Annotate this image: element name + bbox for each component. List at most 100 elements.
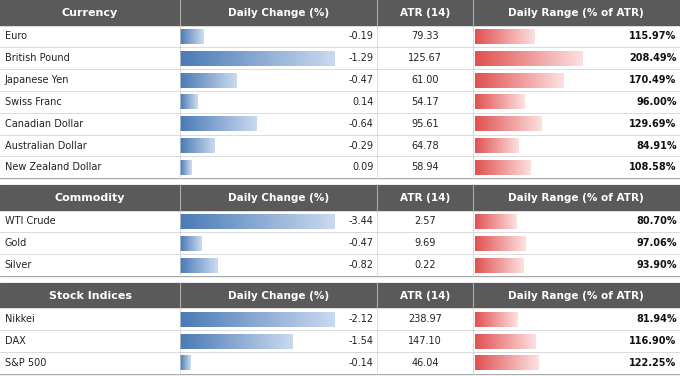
Bar xyxy=(517,334,518,349)
Bar xyxy=(543,73,545,88)
Bar xyxy=(220,312,223,327)
Bar xyxy=(265,51,267,66)
Bar xyxy=(509,214,510,229)
Text: Stock Indices: Stock Indices xyxy=(48,291,132,300)
Bar xyxy=(182,334,184,349)
Bar xyxy=(299,312,302,327)
Bar xyxy=(495,236,496,251)
Bar xyxy=(199,258,200,273)
Bar xyxy=(294,214,296,229)
Bar xyxy=(496,258,498,273)
Bar xyxy=(198,236,199,251)
Bar xyxy=(498,236,499,251)
Bar xyxy=(209,73,211,88)
Bar xyxy=(200,29,201,44)
Bar xyxy=(488,214,490,229)
Bar xyxy=(495,138,496,153)
Bar xyxy=(498,138,499,153)
Bar xyxy=(518,116,520,131)
Bar xyxy=(500,214,502,229)
Bar xyxy=(232,73,233,88)
Bar xyxy=(292,312,294,327)
Bar xyxy=(184,355,185,370)
Bar xyxy=(553,73,555,88)
Bar xyxy=(205,214,208,229)
Bar xyxy=(190,160,191,175)
Bar xyxy=(507,355,509,370)
Bar xyxy=(556,51,558,66)
Bar xyxy=(305,214,308,229)
Bar xyxy=(510,73,511,88)
Bar xyxy=(504,214,505,229)
Bar xyxy=(227,116,228,131)
Bar xyxy=(209,51,211,66)
Bar xyxy=(494,258,495,273)
Bar xyxy=(188,236,189,251)
Bar xyxy=(475,29,476,44)
Bar xyxy=(271,334,273,349)
Bar xyxy=(483,236,485,251)
Bar xyxy=(254,334,256,349)
Bar xyxy=(237,116,239,131)
Bar xyxy=(269,312,271,327)
Bar xyxy=(214,138,215,153)
Bar xyxy=(202,29,203,44)
Bar xyxy=(498,355,500,370)
Bar xyxy=(513,73,515,88)
Bar xyxy=(271,312,273,327)
Bar xyxy=(504,334,505,349)
Bar xyxy=(512,94,513,109)
Bar xyxy=(505,160,507,175)
Bar xyxy=(500,116,502,131)
Bar xyxy=(476,51,478,66)
Bar xyxy=(203,334,205,349)
Bar xyxy=(184,312,186,327)
Bar xyxy=(195,138,197,153)
Bar xyxy=(485,116,486,131)
Bar xyxy=(262,334,265,349)
Bar xyxy=(477,138,478,153)
Bar xyxy=(501,94,503,109)
Bar xyxy=(524,236,526,251)
Bar xyxy=(181,73,182,88)
Bar xyxy=(511,214,513,229)
Bar xyxy=(515,94,517,109)
Bar xyxy=(188,116,190,131)
Bar xyxy=(209,116,210,131)
Bar xyxy=(257,51,260,66)
Bar xyxy=(207,73,209,88)
Bar xyxy=(484,138,486,153)
Bar xyxy=(182,355,183,370)
Bar xyxy=(225,116,226,131)
Bar xyxy=(235,334,237,349)
Bar xyxy=(182,73,184,88)
Bar xyxy=(317,51,320,66)
Bar xyxy=(488,138,490,153)
Bar xyxy=(202,73,203,88)
Bar xyxy=(202,258,203,273)
Bar xyxy=(494,94,495,109)
Bar xyxy=(259,51,262,66)
Bar xyxy=(496,312,498,327)
Bar xyxy=(500,73,502,88)
Bar xyxy=(479,29,480,44)
Bar xyxy=(490,116,491,131)
Bar xyxy=(245,51,248,66)
Bar xyxy=(185,236,186,251)
Bar xyxy=(196,214,198,229)
Bar xyxy=(516,51,518,66)
Bar xyxy=(484,51,486,66)
Bar xyxy=(183,160,184,175)
Bar xyxy=(201,236,202,251)
Bar xyxy=(182,355,183,370)
Bar xyxy=(495,236,496,251)
Bar xyxy=(494,355,495,370)
Bar xyxy=(519,51,521,66)
Bar xyxy=(547,73,549,88)
Bar xyxy=(199,116,201,131)
Bar xyxy=(513,51,514,66)
Bar xyxy=(483,138,485,153)
Bar xyxy=(480,51,482,66)
Bar xyxy=(489,355,490,370)
Bar xyxy=(507,138,508,153)
